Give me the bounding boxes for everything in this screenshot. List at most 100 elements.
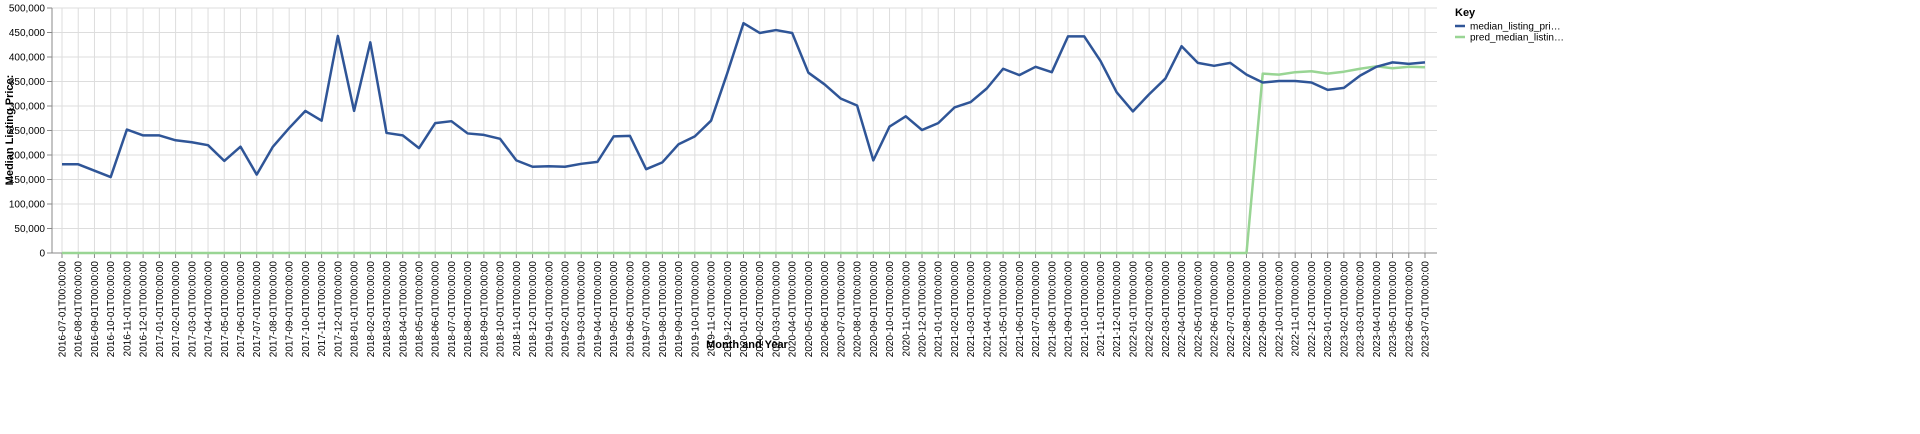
y-tick-label: 100,000 [9,200,46,211]
x-axis-title: Month and Year [706,339,788,351]
x-tick-label: 2017-06-01T00:00:00 [236,261,247,358]
x-tick-label: 2019-05-01T00:00:00 [609,261,620,358]
legend-title: Key [1455,7,1476,19]
x-tick-label: 2019-07-01T00:00:00 [642,261,653,358]
x-tick-label: 2016-08-01T00:00:00 [74,261,85,358]
x-tick-label: 2020-05-01T00:00:00 [804,261,815,358]
y-axis: 0 50,000 100,000 150,000 200,000 250,000 300,0… [9,4,53,260]
x-tick-label: 2019-06-01T00:00:00 [625,261,636,358]
x-tick-label: 2019-11-01T00:00:00 [707,261,718,357]
series-line-1 [62,65,1426,255]
plot-area: 0 50,000 100,000 150,000 200,000 250,000 300,0… [9,4,1437,358]
x-tick-label: 2018-03-01T00:00:00 [382,261,393,358]
x-tick-label: 2021-12-01T00:00:00 [1112,261,1123,358]
y-tick-label: 200,000 [9,151,46,162]
x-tick-label: 2020-10-01T00:00:00 [885,261,896,358]
x-tick-label: 2022-09-01T00:00:00 [1258,261,1269,358]
x-tick-label: 2017-05-01T00:00:00 [220,261,231,358]
series-lines [62,21,1426,255]
x-tick-label: 2017-02-01T00:00:00 [171,261,182,358]
x-tick-label: 2023-07-01T00:00:00 [1421,261,1432,358]
legend-label: pred_median_listin… [1470,33,1564,44]
x-tick-label: 2023-03-01T00:00:00 [1356,261,1367,358]
x-tick-label: 2020-06-01T00:00:00 [820,261,831,358]
x-tick-label: 2022-08-01T00:00:00 [1242,261,1253,358]
x-tick-label: 2018-11-01T00:00:00 [512,261,523,357]
y-tick-label: 300,000 [9,102,46,113]
x-tick-label: 2018-07-01T00:00:00 [447,261,458,358]
x-tick-label: 2019-02-01T00:00:00 [561,261,572,358]
x-tick-label: 2019-03-01T00:00:00 [577,261,588,358]
x-tick-label: 2017-07-01T00:00:00 [252,261,263,358]
x-tick-label: 2016-11-01T00:00:00 [122,261,133,357]
x-axis: 2016-07-01T00:00:00 2016-08-01T00:00:00 20… [52,252,1437,358]
x-tick-label: 2021-08-01T00:00:00 [1047,261,1058,358]
x-tick-label: 2019-12-01T00:00:00 [723,261,734,358]
x-tick-label: 2021-05-01T00:00:00 [999,261,1010,358]
x-tick-label: 2022-02-01T00:00:00 [1145,261,1156,358]
x-tick-label: 2020-03-01T00:00:00 [771,261,782,358]
x-tick-label: 2022-10-01T00:00:00 [1274,261,1285,358]
x-tick-label: 2019-08-01T00:00:00 [658,261,669,358]
x-tick-label: 2021-10-01T00:00:00 [1080,261,1091,358]
x-tick-label: 2020-09-01T00:00:00 [869,261,880,358]
x-tick-label: 2017-03-01T00:00:00 [187,261,198,358]
x-tick-label: 2018-01-01T00:00:00 [350,261,361,358]
x-tick-label: 2021-02-01T00:00:00 [950,261,961,358]
x-tick-label: 2022-11-01T00:00:00 [1291,261,1302,357]
y-tick-label: 500,000 [9,4,46,15]
y-tick-label: 150,000 [9,175,46,186]
x-tick-label: 2019-04-01T00:00:00 [593,261,604,358]
x-tick-label: 2020-04-01T00:00:00 [788,261,799,358]
y-tick-label: 250,000 [9,126,46,137]
y-tick-label: 350,000 [9,77,46,88]
x-tick-label: 2016-07-01T00:00:00 [58,261,69,358]
x-tick-label: 2022-01-01T00:00:00 [1128,261,1139,358]
legend-label: median_listing_pri… [1470,22,1561,33]
series-line-0 [62,21,1426,179]
x-tick-label: 2023-04-01T00:00:00 [1372,261,1383,358]
y-axis-title: Median Listing Price: [4,75,16,186]
x-tick-label: 2017-01-01T00:00:00 [155,261,166,358]
y-tick-label: 0 [39,249,45,260]
x-tick-label: 2021-06-01T00:00:00 [1015,261,1026,358]
x-tick-label: 2021-07-01T00:00:00 [1031,261,1042,358]
x-tick-label: 2017-12-01T00:00:00 [333,261,344,358]
x-tick-label: 2023-02-01T00:00:00 [1339,261,1350,358]
x-tick-label: 2020-01-01T00:00:00 [739,261,750,358]
x-tick-label: 2019-09-01T00:00:00 [674,261,685,358]
x-tick-label: 2021-03-01T00:00:00 [966,261,977,358]
x-tick-label: 2018-02-01T00:00:00 [366,261,377,358]
y-tick-label: 50,000 [14,224,45,235]
x-tick-label: 2022-04-01T00:00:00 [1177,261,1188,358]
x-tick-label: 2021-04-01T00:00:00 [982,261,993,358]
x-tick-label: 2018-09-01T00:00:00 [479,261,490,358]
x-tick-label: 2017-08-01T00:00:00 [268,261,279,358]
x-tick-label: 2022-12-01T00:00:00 [1307,261,1318,358]
x-tick-label: 2020-11-01T00:00:00 [901,261,912,357]
x-tick-label: 2020-08-01T00:00:00 [853,261,864,358]
x-tick-label: 2020-12-01T00:00:00 [917,261,928,358]
x-tick-label: 2019-01-01T00:00:00 [544,261,555,358]
x-tick-label: 2021-09-01T00:00:00 [1064,261,1075,358]
x-tick-label: 2017-10-01T00:00:00 [301,261,312,358]
y-tick-label: 450,000 [9,28,46,39]
x-tick-label: 2020-02-01T00:00:00 [755,261,766,358]
x-tick-label: 2021-01-01T00:00:00 [934,261,945,358]
x-tick-label: 2016-10-01T00:00:00 [106,261,117,358]
y-tick-label: 400,000 [9,53,46,64]
x-tick-label: 2017-11-01T00:00:00 [317,261,328,357]
legend-items: median_listing_pri…pred_median_listin… [1455,22,1564,44]
x-tick-label: 2022-07-01T00:00:00 [1226,261,1237,358]
x-tick-label: 2022-06-01T00:00:00 [1210,261,1221,358]
grid-lines [52,7,1437,254]
x-tick-label: 2017-09-01T00:00:00 [285,261,296,358]
x-tick-label: 2018-10-01T00:00:00 [496,261,507,358]
x-tick-label: 2016-12-01T00:00:00 [139,261,150,358]
x-tick-label: 2016-09-01T00:00:00 [90,261,101,358]
x-tick-label: 2023-06-01T00:00:00 [1404,261,1415,358]
x-tick-label: 2021-11-01T00:00:00 [1096,261,1107,357]
x-tick-label: 2019-10-01T00:00:00 [690,261,701,358]
x-tick-label: 2020-07-01T00:00:00 [836,261,847,358]
